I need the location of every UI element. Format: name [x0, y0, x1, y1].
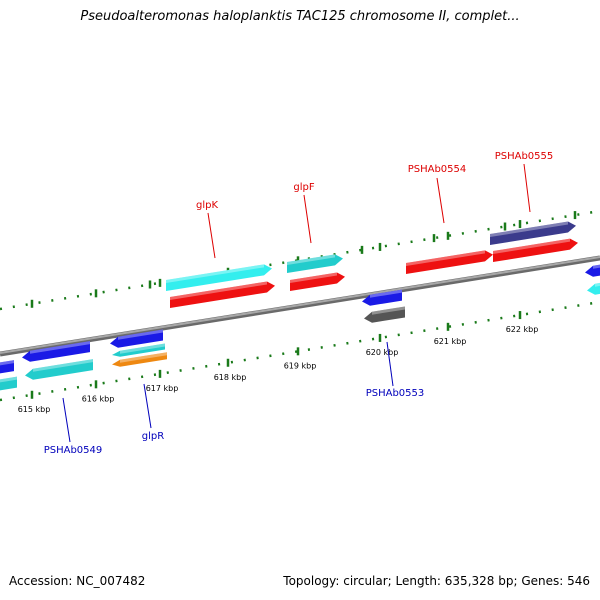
scale-label: 622 kbp [506, 325, 539, 334]
leader-reverse [143, 383, 152, 429]
gene-edge-left-blue-highlight [0, 360, 14, 366]
gene-pshab0549-cyan-body [25, 359, 93, 380]
gene-features [0, 221, 600, 391]
leader-reverse [62, 397, 71, 443]
gene-label-reverse: PSHAb0553 [366, 388, 425, 399]
gene-pshab0553-gray-highlight [372, 306, 405, 315]
gene-edge-blue-highlight [593, 264, 600, 269]
map-title: Pseudoalteromonas haloplanktis TAC125 ch… [80, 9, 520, 24]
gene-edge-blue-body [585, 264, 600, 277]
gene-glpk-red-body [170, 281, 275, 308]
gene-pshab0553-blue-body [362, 289, 402, 306]
gene-glpr-orange [112, 352, 167, 367]
gene-glpr-blue-highlight [118, 329, 163, 340]
gene-glpr-orange-body [112, 352, 167, 367]
gene-pshab0555-red-body [493, 238, 578, 262]
gene-pshab0555-navy [490, 221, 576, 245]
gene-glpk-cyan-body [166, 264, 272, 291]
gene-label-forward: PSHAb0555 [495, 151, 554, 162]
gene-label-forward: glpK [196, 200, 218, 211]
gene-pshab0553-blue [362, 289, 402, 306]
leader-reverse [386, 341, 394, 387]
leader-forward [207, 212, 216, 259]
gene-edge-left-blue-body [0, 360, 14, 374]
gene-pshab0553-gray [364, 306, 405, 323]
scale-label: 617 kbp [146, 384, 179, 393]
gene-pshab0554-body [406, 250, 493, 274]
gene-glpr-cyan-body [112, 343, 165, 357]
scale-label: 621 kbp [434, 337, 467, 346]
gene-edge-left-cyan-body [0, 376, 17, 391]
gene-pshab0549-cyan [25, 359, 93, 380]
gene-glpf-red-highlight [290, 272, 337, 283]
gene-edge-left-cyan-highlight [0, 376, 17, 383]
gene-glpk-cyan-highlight [166, 264, 264, 283]
gene-pshab0554 [406, 250, 493, 274]
gene-edge-left-cyan [0, 376, 17, 391]
gene-pshab0555-red [493, 238, 578, 262]
leader-forward [436, 177, 445, 224]
gene-pshab0553-gray-body [364, 306, 405, 323]
gene-glpf-cyan-body [287, 254, 343, 273]
topology-text: Topology: circular; Length: 635,328 bp; … [283, 574, 590, 588]
gene-labels: glpK glpF PSHAb0554 PSHAb0555 PSHAb0549 glpR P… [44, 151, 554, 456]
gene-glpk-red-highlight [170, 281, 267, 300]
gene-glpf-cyan-highlight [287, 254, 335, 265]
gene-glpr-blue-body [110, 329, 163, 348]
scale-labels: 615 kbp 616 kbp 617 kbp 618 kbp 619 kbp 620 k… [18, 325, 539, 414]
gene-edge-cyan [587, 282, 600, 295]
label-leaders [62, 163, 531, 443]
gene-pshab0555-navy-body [490, 221, 576, 245]
leader-forward [523, 163, 531, 213]
leader-forward [303, 194, 312, 244]
scale-label: 615 kbp [18, 405, 51, 414]
gene-pshab0549-cyan-highlight [33, 359, 93, 372]
gene-pshab0555-navy-highlight [490, 221, 568, 237]
scale-label: 618 kbp [214, 373, 247, 382]
accession-text: Accession: NC_007482 [9, 574, 146, 588]
gene-glpr-orange-highlight [120, 352, 167, 363]
gene-edge-cyan-body [587, 282, 600, 295]
gene-glpf-red-body [290, 272, 345, 291]
gene-glpk-cyan [166, 264, 272, 291]
gene-label-reverse: PSHAb0549 [44, 445, 103, 456]
gene-pshab0549-blue-highlight [30, 341, 90, 354]
gene-label-reverse: glpR [142, 431, 164, 442]
gene-label-forward: PSHAb0554 [408, 164, 467, 175]
gene-pshab0549-blue-body [22, 341, 90, 362]
gene-edge-left-blue [0, 360, 14, 374]
gene-pshab0549-blue [22, 341, 90, 362]
gene-edge-blue [585, 264, 600, 277]
gene-pshab0553-blue-highlight [370, 289, 402, 298]
gene-label-forward: glpF [293, 182, 314, 193]
scale-label: 619 kbp [284, 361, 317, 370]
gene-pshab0554-highlight [406, 250, 485, 266]
scale-label: 620 kbp [366, 348, 399, 357]
gene-glpr-blue [110, 329, 163, 348]
gene-edge-cyan-highlight [595, 282, 600, 287]
gene-pshab0555-red-highlight [493, 238, 570, 254]
scale-label: 616 kbp [82, 394, 115, 403]
gene-glpf-red [290, 272, 345, 291]
gene-glpr-cyan-highlight [120, 343, 165, 354]
gene-glpr-cyan [112, 343, 165, 357]
gene-glpf-cyan [287, 254, 343, 273]
chromosome-backbone-highlight [0, 256, 600, 354]
gene-glpk-red [170, 281, 275, 308]
